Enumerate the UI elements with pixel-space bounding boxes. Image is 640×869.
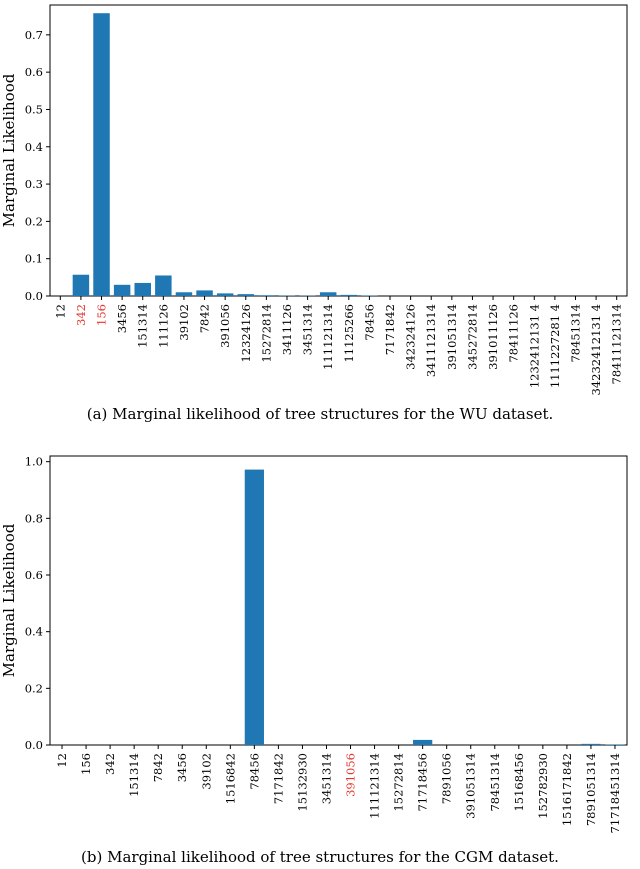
y-tick-label: 0.0 bbox=[25, 738, 43, 752]
bar-156 bbox=[93, 13, 110, 296]
x-tick-label: 342 bbox=[103, 753, 117, 775]
x-tick-label: 151314 bbox=[136, 304, 150, 348]
x-tick-label: 15272814 bbox=[392, 753, 406, 812]
bar-71718456 bbox=[413, 739, 433, 745]
y-tick-label: 1.0 bbox=[25, 455, 43, 469]
bar-39102 bbox=[175, 292, 193, 296]
x-tick-label: 15132930 bbox=[295, 753, 309, 812]
x-tick-label: 342 bbox=[74, 304, 88, 326]
bar-15272814 bbox=[258, 295, 275, 296]
x-tick-label: 345272814 bbox=[465, 304, 479, 370]
x-tick-label: 11125266 bbox=[342, 304, 356, 363]
x-tick-label: 12324126 bbox=[239, 304, 253, 363]
x-tick-label: 78456 bbox=[247, 753, 261, 790]
x-tick-label: 7842 bbox=[151, 753, 165, 782]
y-tick-label: 0.0 bbox=[25, 289, 43, 303]
bar-391056 bbox=[216, 293, 234, 296]
x-tick-label: 7171842 bbox=[383, 304, 397, 355]
y-tick-label: 0.6 bbox=[25, 65, 43, 79]
x-tick-label: 15168456 bbox=[512, 753, 526, 812]
y-tick-label: 0.3 bbox=[25, 177, 43, 191]
x-tick-label: 7171842 bbox=[271, 753, 285, 804]
x-tick-label: 7891056 bbox=[440, 753, 454, 804]
bar-7891051314 bbox=[581, 743, 601, 745]
bar-71718451314 bbox=[605, 744, 625, 745]
x-tick-label: 7891051314 bbox=[584, 753, 598, 826]
y-tick-label: 0.4 bbox=[25, 140, 43, 154]
x-tick-label: 39102 bbox=[177, 304, 191, 341]
x-tick-label: 12 bbox=[55, 753, 69, 768]
y-axis-label: Marginal Likelihood bbox=[0, 523, 18, 677]
x-tick-label: 39102 bbox=[199, 753, 213, 790]
y-tick-label: 0.7 bbox=[25, 28, 43, 42]
y-tick-label: 0.2 bbox=[25, 681, 43, 695]
y-tick-label: 0.4 bbox=[25, 625, 43, 639]
x-tick-label: 3411121314 bbox=[424, 304, 438, 377]
x-tick-label: 3456 bbox=[115, 304, 129, 333]
chart-wu: 0.0 0.1 0.2 0.3 0.4 0.5 0.6 0.7 Marginal Likelih… bbox=[0, 4, 628, 395]
x-tick-label: 78411126 bbox=[507, 304, 521, 363]
x-tick-label: 12 bbox=[53, 304, 67, 319]
x-tick-label: 3411126 bbox=[280, 304, 294, 355]
x-tick-label: 156 bbox=[79, 753, 93, 775]
x-tick-label: 71718451314 bbox=[608, 753, 622, 833]
caption-cgm: (b) Marginal likelihood of tree structur… bbox=[81, 848, 559, 866]
bar-7842 bbox=[196, 290, 213, 296]
bar-12324126 bbox=[237, 294, 255, 296]
bar-3456 bbox=[113, 284, 131, 296]
plot-frame bbox=[49, 455, 628, 746]
caption-wu: (a) Marginal likelihood of tree structur… bbox=[86, 405, 554, 423]
plot-frame bbox=[49, 4, 628, 297]
y-axis-label: Marginal Likelihood bbox=[0, 73, 18, 227]
x-tick-label: 111126 bbox=[156, 304, 170, 348]
bar-11125266 bbox=[340, 294, 358, 296]
x-tick-label: 78451314 bbox=[488, 753, 502, 812]
y-tick-label: 0.5 bbox=[25, 102, 43, 116]
x-tick-label: 71718456 bbox=[416, 753, 430, 812]
x-tick-label: 1516171842 bbox=[560, 753, 574, 826]
x-tick-label: 34232412131 4 bbox=[589, 304, 603, 395]
x-tick-label: 391056 bbox=[218, 304, 232, 348]
x-tick-label: 391051314 bbox=[445, 304, 459, 370]
x-tick-label: 1111227281 4 bbox=[548, 304, 562, 388]
x-tick-label: 15272814 bbox=[259, 304, 273, 363]
bar-111126 bbox=[155, 275, 172, 296]
x-tick-label: 3451314 bbox=[301, 304, 315, 355]
x-tick-label: 78456 bbox=[362, 304, 376, 341]
bar-78456 bbox=[244, 469, 264, 745]
x-tick-label: 391056 bbox=[344, 753, 358, 797]
bar-151314 bbox=[134, 282, 151, 296]
x-tick-label: 152782930 bbox=[536, 753, 550, 819]
x-tick-label: 78451314 bbox=[568, 304, 582, 363]
chart-cgm: 0.0 0.2 0.4 0.6 0.8 1.0 Marginal Likelihood 12 1… bbox=[0, 455, 628, 833]
bar-342 bbox=[72, 274, 90, 296]
x-tick-label: 391051314 bbox=[464, 753, 478, 819]
y-tick-label: 0.8 bbox=[25, 511, 43, 525]
x-tick-label: 151314 bbox=[127, 753, 141, 797]
x-tick-label: 111121314 bbox=[368, 753, 382, 819]
x-tick-label: 1232412131 4 bbox=[527, 304, 541, 388]
x-tick-label: 7842 bbox=[198, 304, 212, 333]
x-tick-label: 342324126 bbox=[404, 304, 418, 370]
x-tick-label: 78411121314 bbox=[610, 304, 624, 384]
bar-111121314 bbox=[319, 292, 337, 296]
x-tick-label: 1516842 bbox=[223, 753, 237, 804]
y-tick-label: 0.1 bbox=[25, 252, 43, 266]
y-tick-label: 0.6 bbox=[25, 568, 43, 582]
x-tick-label: 3451314 bbox=[319, 753, 333, 804]
y-tick-label: 0.2 bbox=[25, 214, 43, 228]
x-tick-label: 156 bbox=[95, 304, 109, 326]
x-tick-label: 391011126 bbox=[486, 304, 500, 370]
x-tick-label: 111121314 bbox=[321, 304, 335, 370]
x-tick-label: 3456 bbox=[175, 753, 189, 782]
